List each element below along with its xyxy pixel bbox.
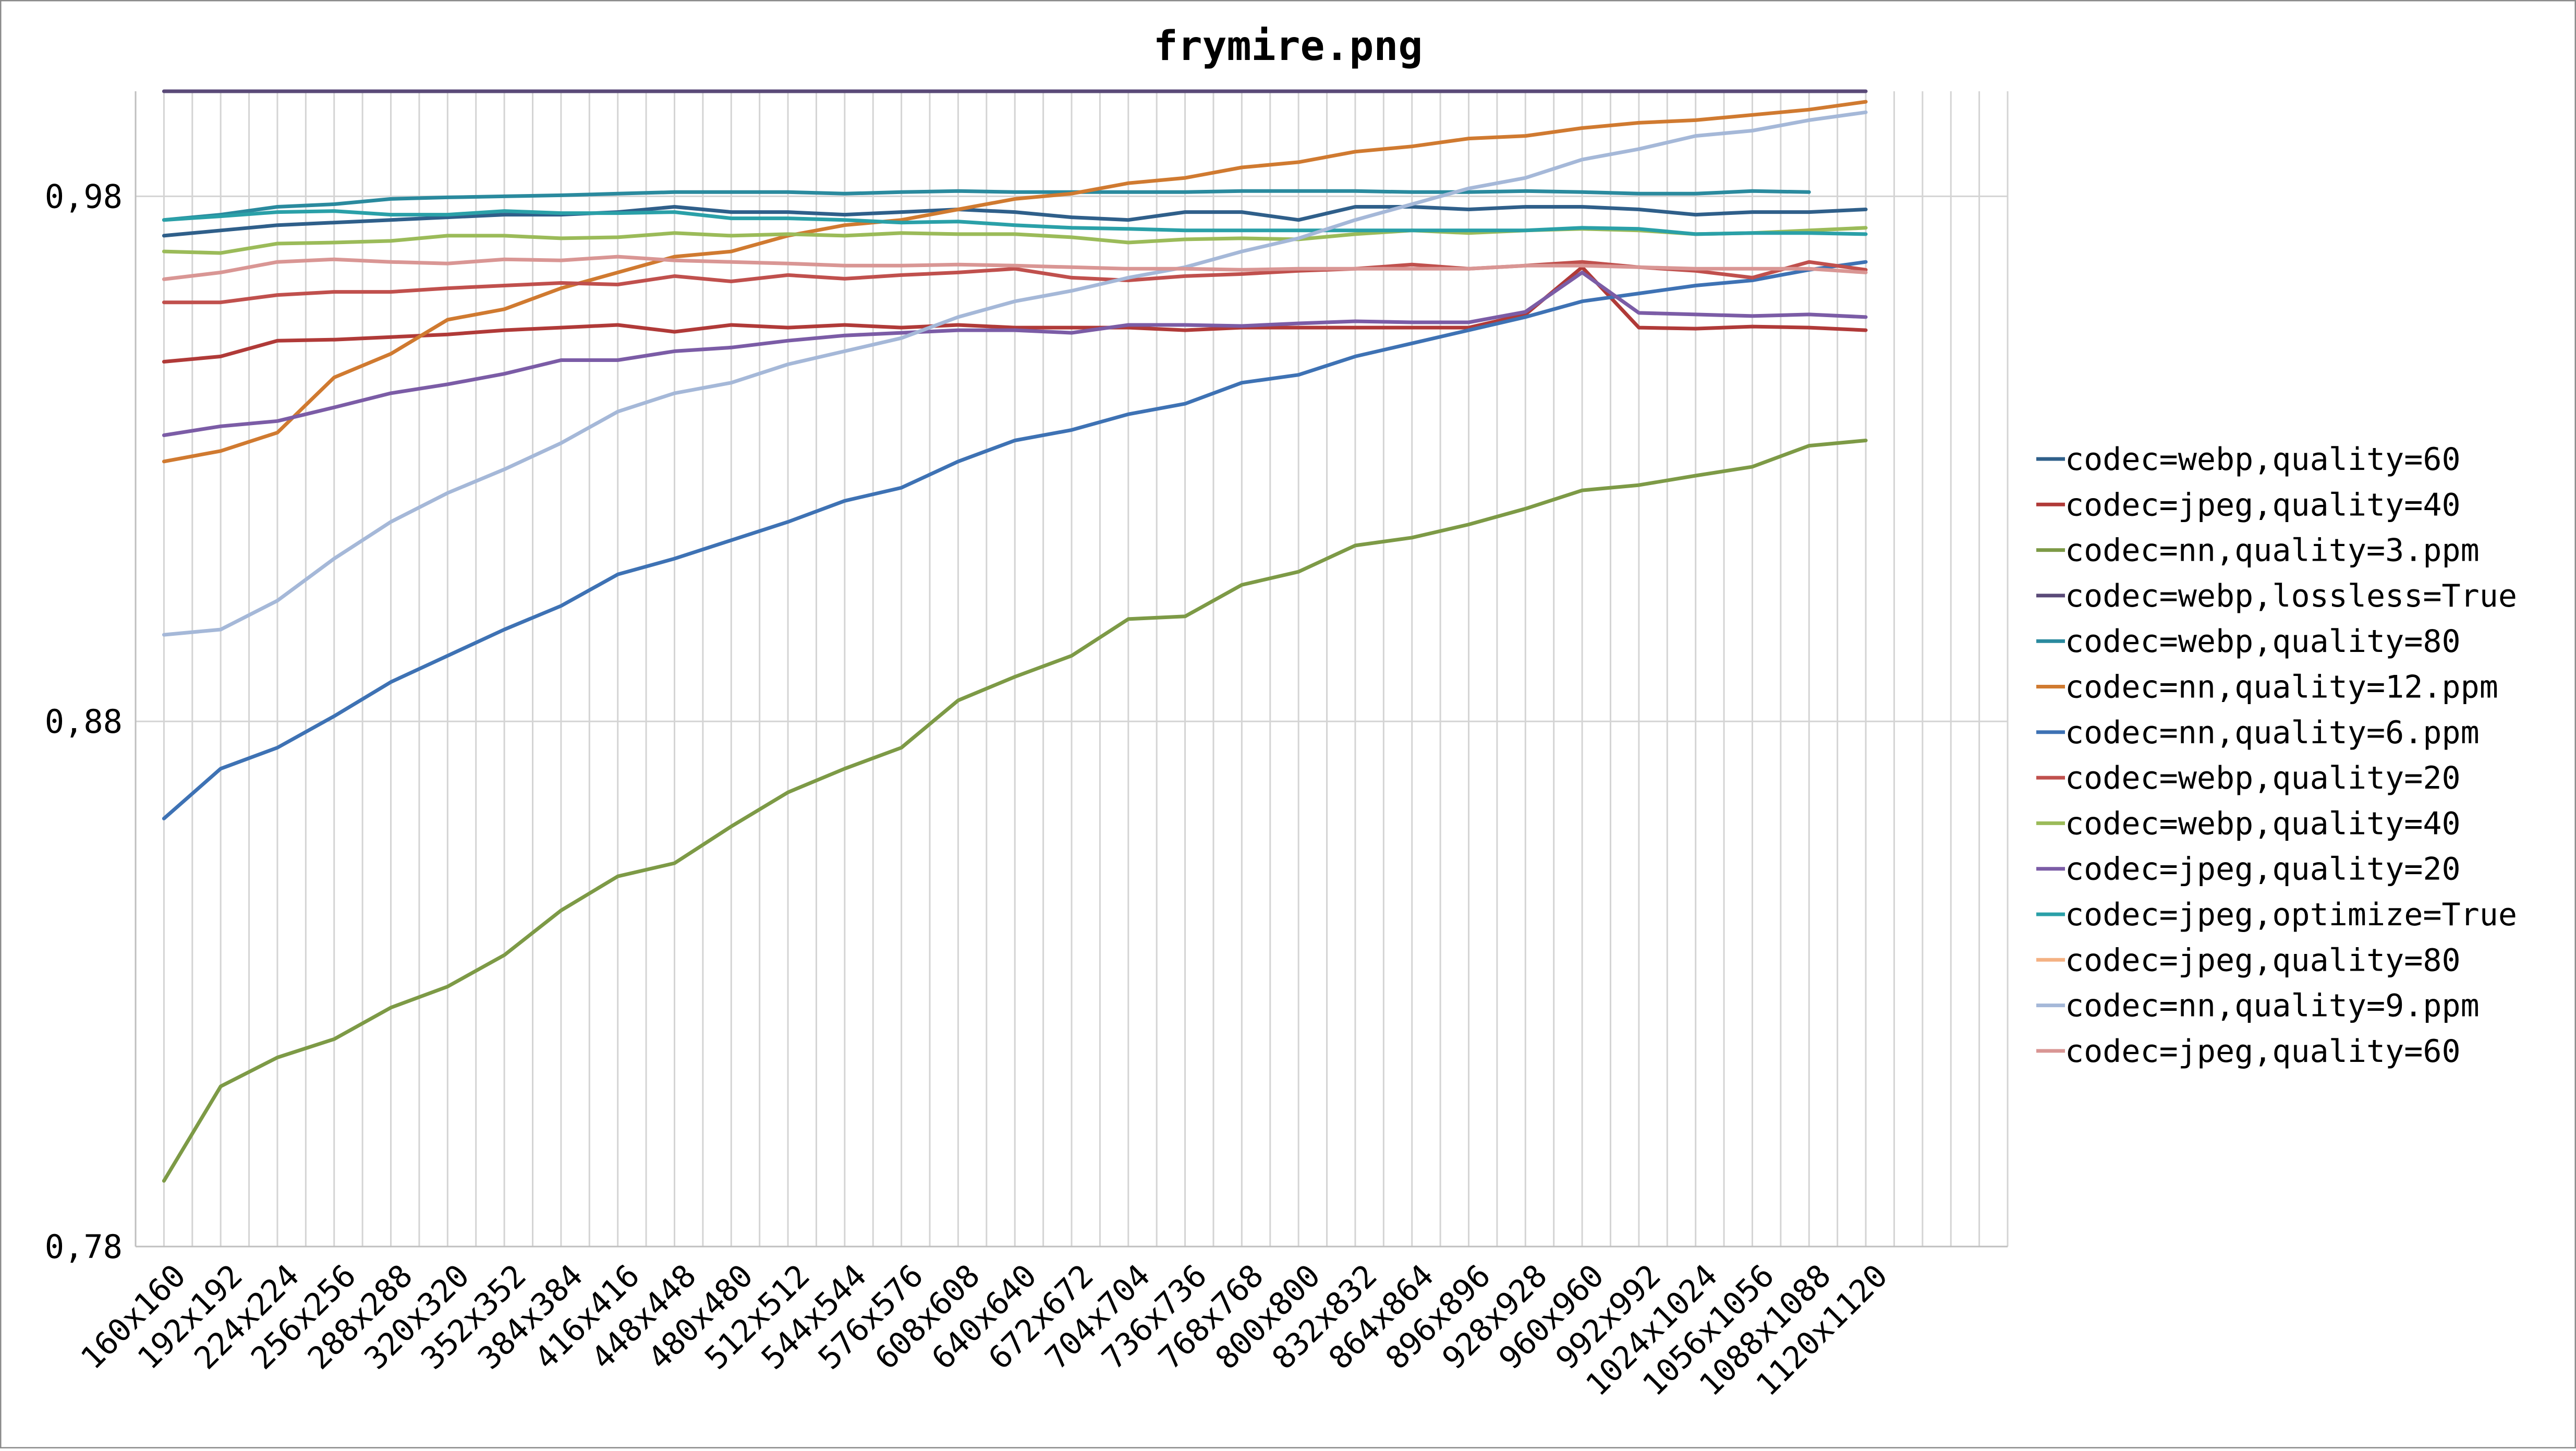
legend-label: codec=nn,quality=6.ppm	[2065, 715, 2480, 751]
series-line	[162, 209, 1868, 236]
legend-label: codec=webp,quality=20	[2065, 760, 2461, 796]
series-lines	[162, 89, 1868, 1183]
y-tick-label: 0,78	[45, 1228, 123, 1266]
legend-label: codec=jpeg,optimize=True	[2065, 897, 2517, 933]
legend-label: codec=jpeg,quality=20	[2065, 851, 2461, 888]
legend-label: codec=webp,quality=40	[2065, 805, 2461, 842]
series-line	[162, 110, 1868, 637]
legend-label: codec=webp,lossless=True	[2065, 578, 2517, 614]
legend-label: codec=nn,quality=9.ppm	[2065, 988, 2480, 1024]
legend-label: codec=nn,quality=3.ppm	[2065, 533, 2480, 569]
legend-label: codec=nn,quality=12.ppm	[2065, 669, 2498, 706]
y-tick-label: 0,88	[45, 703, 123, 741]
series-line	[162, 260, 1868, 820]
series-line	[162, 255, 1868, 281]
series-line	[162, 260, 1868, 305]
legend-label: codec=webp,quality=60	[2065, 441, 2461, 478]
legend-label: codec=jpeg,quality=80	[2065, 942, 2461, 978]
series-line	[162, 205, 1868, 238]
chart-title: frymire.png	[1153, 23, 1423, 70]
series-line	[162, 270, 1868, 437]
y-tick-label: 0,98	[45, 177, 123, 215]
legend-label: codec=jpeg,quality=40	[2065, 487, 2461, 523]
legend-label: codec=jpeg,quality=60	[2065, 1033, 2461, 1070]
legend-label: codec=webp,quality=80	[2065, 623, 2461, 660]
series-line	[162, 189, 1811, 222]
series-line	[162, 439, 1868, 1183]
series-line	[162, 100, 1868, 464]
legend: codec=webp,quality=60 codec=jpeg,quality=…	[2036, 441, 2517, 1070]
